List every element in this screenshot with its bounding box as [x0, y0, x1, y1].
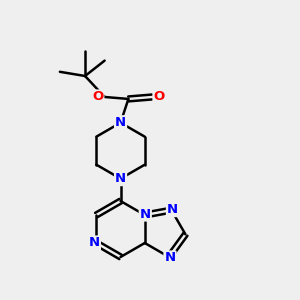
Text: O: O: [153, 91, 165, 103]
Text: N: N: [164, 251, 175, 265]
Text: N: N: [140, 208, 151, 220]
Text: N: N: [115, 116, 126, 129]
Text: N: N: [115, 172, 126, 185]
Text: N: N: [89, 236, 100, 250]
Text: N: N: [167, 203, 178, 216]
Text: O: O: [92, 91, 103, 103]
